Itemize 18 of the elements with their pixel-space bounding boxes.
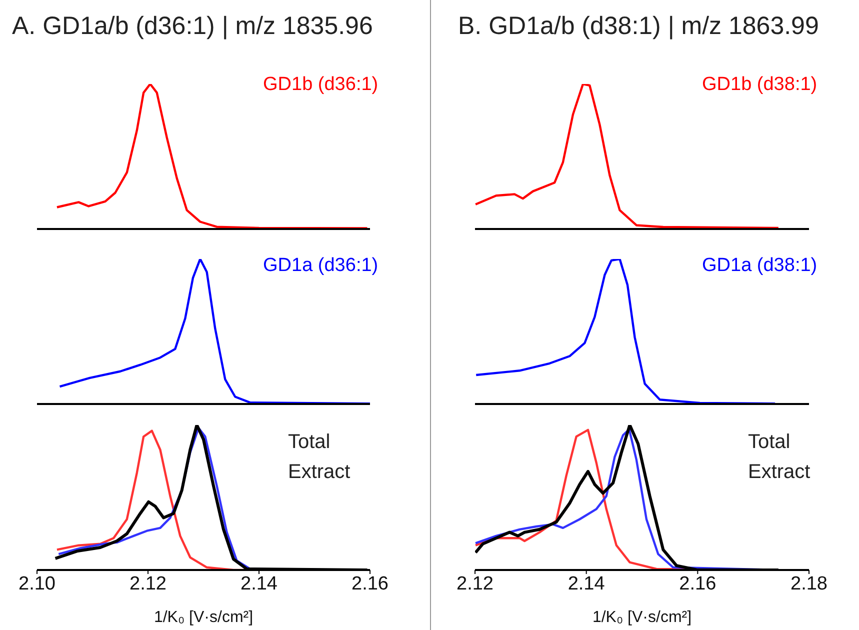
annotation: Total Extract — [748, 430, 812, 485]
x-tick-label: 2.18 — [790, 573, 828, 594]
x-tick-label: 2.12 — [456, 573, 494, 594]
x-tick-label: 2.14 — [568, 573, 606, 594]
x-axis-title: 1/K₀ [V·s/cm²] — [592, 609, 692, 626]
text: GD1a (d38:1) — [702, 255, 818, 277]
text: GD1a (d36:1) — [263, 255, 378, 277]
text: GD1b (d36:1) — [263, 74, 378, 96]
x-tick-label: 2.16 — [679, 573, 716, 594]
x-tick-label: 2.12 — [130, 573, 166, 594]
chart-title: B. GD1a/b (d38:1) | m/z 1863.99 — [458, 12, 819, 41]
x-tick-label: 2.16 — [352, 573, 388, 594]
x-tick-label: 2.14 — [240, 573, 278, 594]
chart-title: A. GD1a/b (d36:1) | m/z 1835.96 — [12, 12, 373, 41]
x-tick-label: 2.10 — [18, 573, 56, 594]
text: GD1b (d38:1) — [702, 74, 818, 96]
annotation: Total Extract — [288, 430, 352, 485]
x-axis-title: 1/K₀ [V·s/cm²] — [154, 609, 254, 626]
